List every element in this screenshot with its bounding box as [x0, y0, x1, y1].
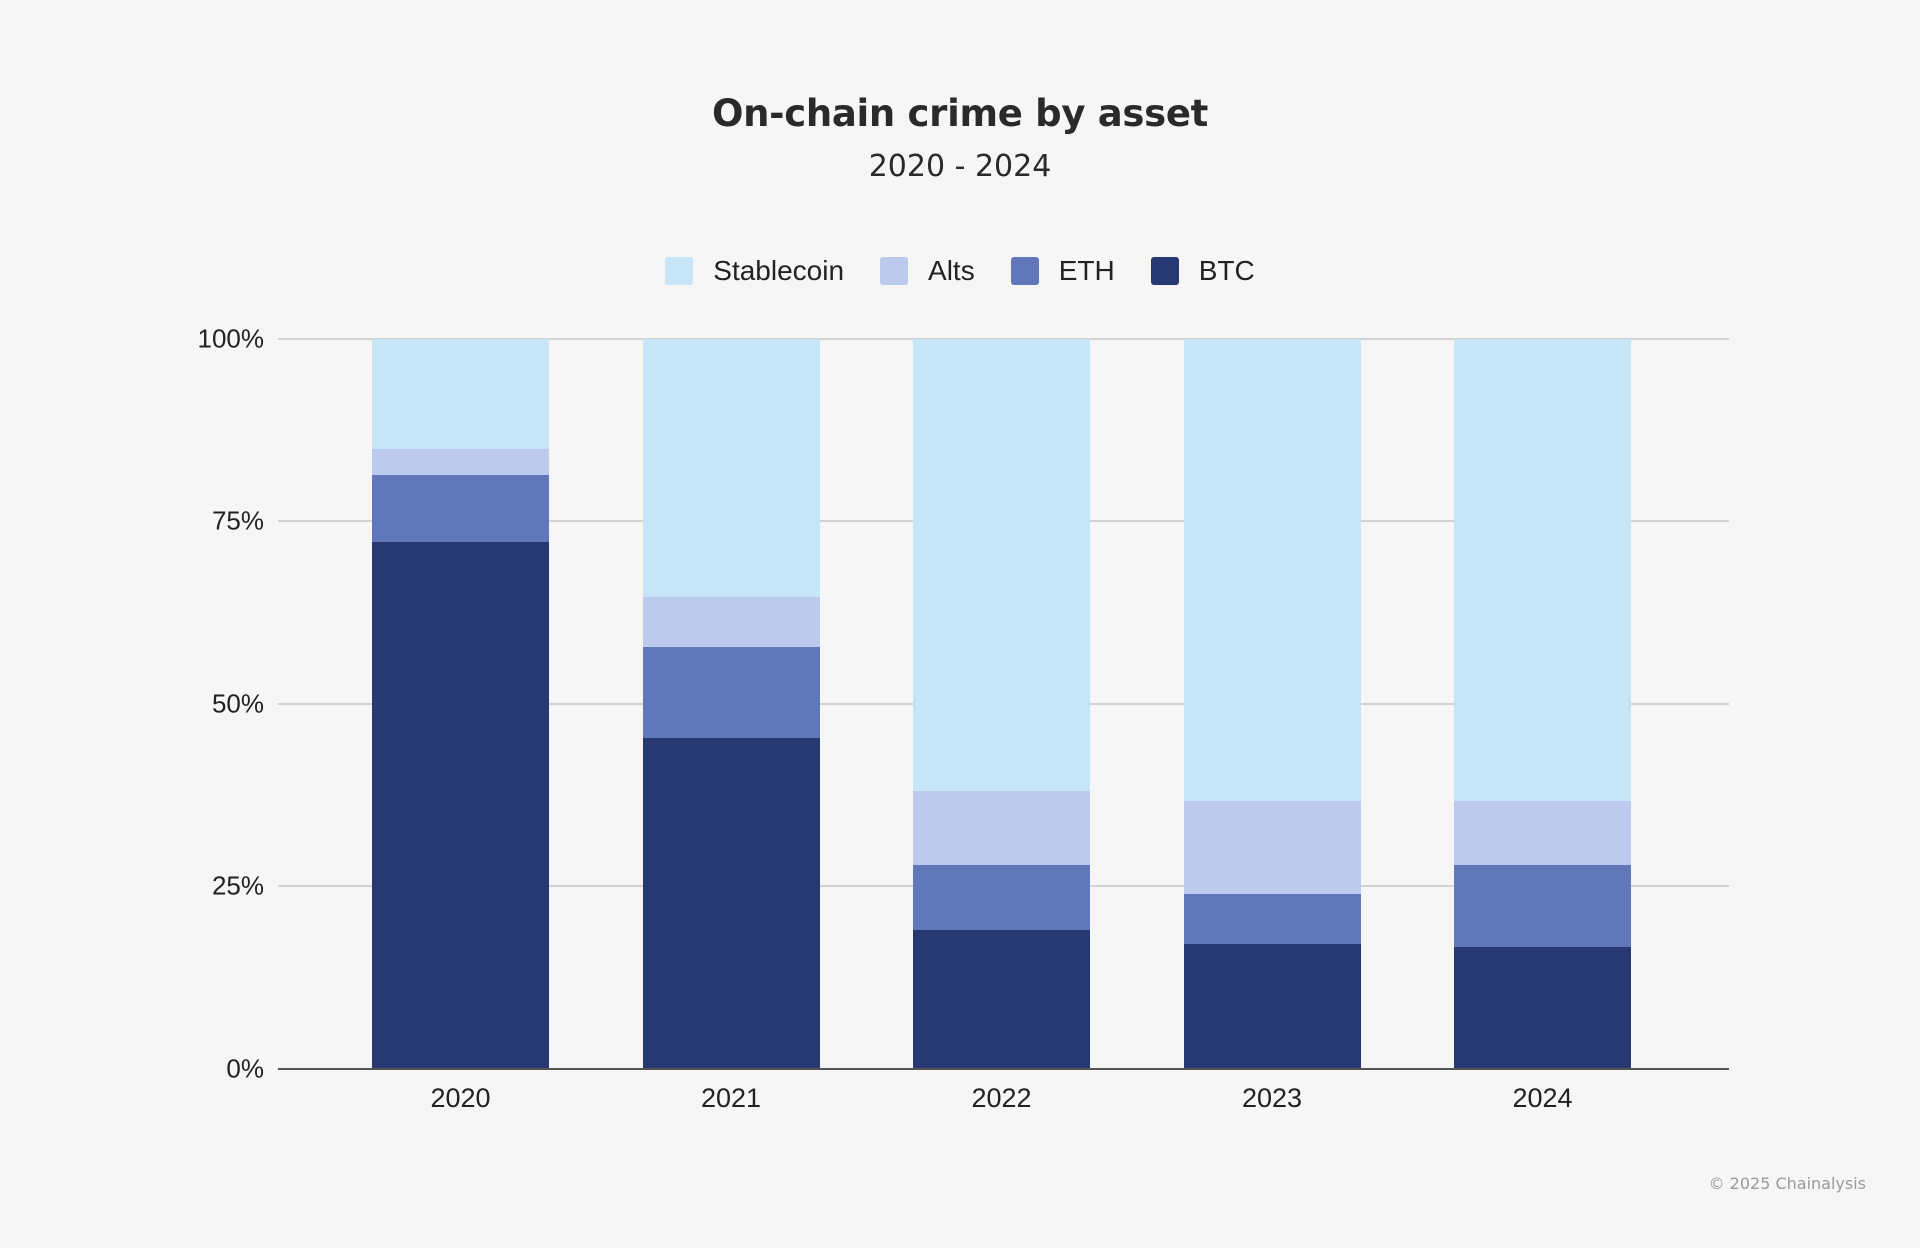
- bar-segment-stablecoin[interactable]: [1183, 339, 1361, 802]
- bar-segment-stablecoin[interactable]: [913, 339, 1090, 792]
- legend-swatch-alts: [880, 257, 909, 285]
- y-tick-label: 0%: [226, 1053, 264, 1084]
- bar-segment-eth[interactable]: [372, 475, 549, 542]
- chart-legend: Stablecoin Alts ETH BTC: [0, 255, 1920, 287]
- bar-segment-eth[interactable]: [1454, 865, 1631, 947]
- legend-swatch-eth: [1010, 257, 1039, 285]
- legend-label: Alts: [928, 255, 975, 286]
- x-tick-label: 2022: [971, 1083, 1032, 1113]
- legend-label: ETH: [1058, 255, 1115, 286]
- bar-2022[interactable]: [913, 339, 1090, 1069]
- bar-segment-stablecoin[interactable]: [642, 339, 820, 597]
- bar-segment-btc[interactable]: [1454, 947, 1631, 1069]
- bar-segment-eth[interactable]: [913, 865, 1090, 931]
- legend-item-btc[interactable]: BTC: [1150, 255, 1255, 287]
- bar-segment-stablecoin[interactable]: [1454, 339, 1631, 801]
- bar-2020[interactable]: [372, 339, 549, 1069]
- bar-segment-alts[interactable]: [1183, 801, 1361, 895]
- x-tick-label: 2024: [1512, 1083, 1573, 1113]
- x-tick-label: 2021: [700, 1083, 762, 1113]
- y-tick-label: 25%: [211, 870, 264, 901]
- bar-segment-btc[interactable]: [642, 738, 820, 1069]
- legend-swatch-btc: [1150, 257, 1179, 285]
- bar-segment-alts[interactable]: [642, 597, 820, 647]
- legend-label: BTC: [1198, 255, 1255, 286]
- x-tick-label: 2020: [430, 1083, 491, 1113]
- plot-area: [278, 338, 1729, 1070]
- legend-item-eth[interactable]: ETH: [1010, 255, 1115, 287]
- y-tick-label: 100%: [197, 323, 265, 354]
- bar-segment-alts[interactable]: [1454, 801, 1631, 865]
- bar-segment-eth[interactable]: [642, 647, 820, 738]
- copyright-footer: © 2025 Chainalysis: [1708, 1174, 1866, 1193]
- bar-segment-stablecoin[interactable]: [372, 339, 549, 449]
- x-axis-line: [278, 1068, 1729, 1070]
- legend-swatch-stablecoin: [665, 257, 694, 285]
- x-tick-label: 2023: [1241, 1083, 1303, 1113]
- legend-label: Stablecoin: [713, 255, 845, 286]
- legend-item-stablecoin[interactable]: Stablecoin: [665, 255, 844, 287]
- bar-segment-btc[interactable]: [913, 930, 1090, 1069]
- bar-2023[interactable]: [1183, 339, 1361, 1069]
- bar-segment-btc[interactable]: [1183, 944, 1361, 1069]
- bar-2021[interactable]: [642, 339, 820, 1069]
- bar-2024[interactable]: [1454, 339, 1631, 1069]
- chart-title: On-chain crime by asset: [711, 92, 1209, 135]
- y-tick-label: 50%: [211, 688, 264, 719]
- bar-segment-alts[interactable]: [372, 449, 549, 475]
- legend-item-alts[interactable]: Alts: [880, 255, 975, 287]
- bar-segment-eth[interactable]: [1183, 894, 1361, 945]
- chart-subtitle: 2020 - 2024: [868, 149, 1052, 184]
- y-tick-label: 75%: [211, 505, 264, 536]
- bar-segment-btc[interactable]: [372, 542, 549, 1069]
- bar-segment-alts[interactable]: [913, 791, 1090, 866]
